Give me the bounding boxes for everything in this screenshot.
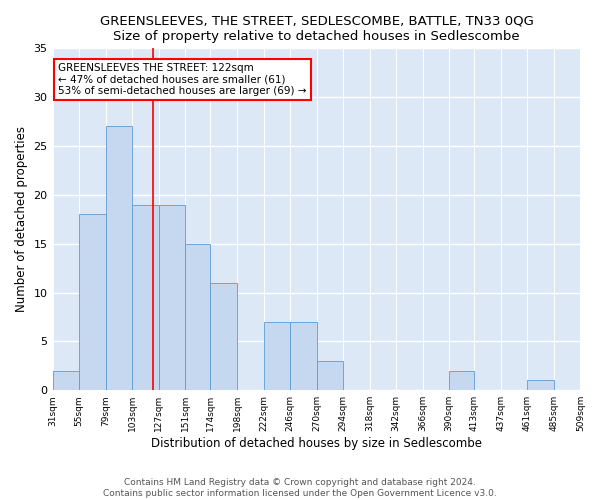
Text: GREENSLEEVES THE STREET: 122sqm
← 47% of detached houses are smaller (61)
53% of: GREENSLEEVES THE STREET: 122sqm ← 47% of… <box>58 63 307 96</box>
X-axis label: Distribution of detached houses by size in Sedlescombe: Distribution of detached houses by size … <box>151 437 482 450</box>
Y-axis label: Number of detached properties: Number of detached properties <box>15 126 28 312</box>
Bar <box>79 214 106 390</box>
Bar <box>211 283 237 390</box>
Bar <box>53 370 79 390</box>
Title: GREENSLEEVES, THE STREET, SEDLESCOMBE, BATTLE, TN33 0QG
Size of property relativ: GREENSLEEVES, THE STREET, SEDLESCOMBE, B… <box>100 15 533 43</box>
Bar <box>132 204 158 390</box>
Bar <box>263 322 290 390</box>
Bar <box>106 126 132 390</box>
Bar <box>158 204 185 390</box>
Bar <box>290 322 317 390</box>
Text: Contains HM Land Registry data © Crown copyright and database right 2024.
Contai: Contains HM Land Registry data © Crown c… <box>103 478 497 498</box>
Bar <box>527 380 554 390</box>
Bar <box>449 370 475 390</box>
Bar <box>317 361 343 390</box>
Bar <box>185 244 211 390</box>
